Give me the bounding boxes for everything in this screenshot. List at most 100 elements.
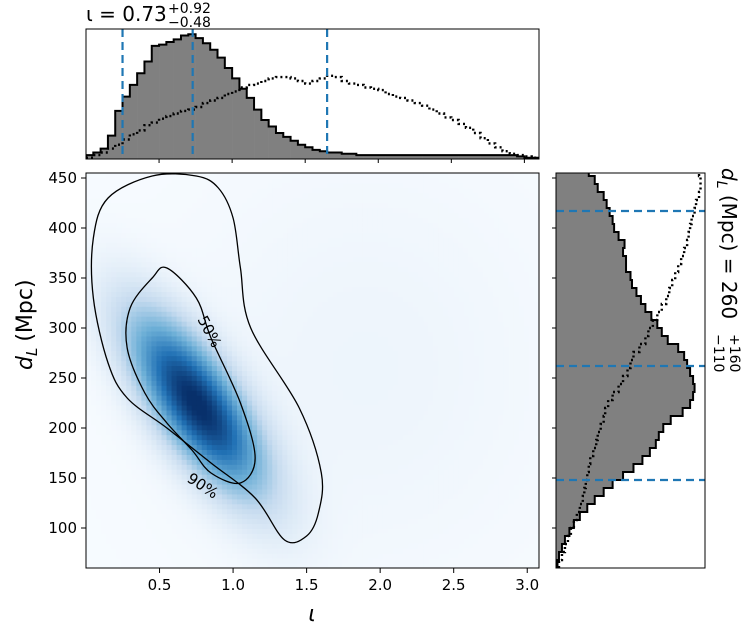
heat-cell: [146, 444, 152, 450]
heat-cell: [247, 513, 253, 520]
heat-cell: [171, 365, 178, 371]
heat-cell: [513, 553, 520, 559]
heat-cell: [186, 543, 193, 549]
heat-cell: [91, 405, 97, 411]
heat-cell: [277, 533, 283, 539]
heat-cell: [448, 385, 454, 391]
heat-cell: [156, 558, 162, 564]
heat-cell: [463, 424, 470, 431]
heat-cell: [151, 355, 157, 362]
heat-cell: [126, 479, 132, 485]
heat-cell: [317, 410, 324, 416]
heat-cell: [408, 311, 414, 317]
heat-cell: [156, 563, 162, 568]
heat-cell: [327, 316, 334, 322]
heat-cell: [473, 370, 480, 376]
heat-cell: [186, 424, 193, 431]
heat-cell: [533, 479, 539, 485]
heat-cell: [347, 306, 354, 312]
heat-cell: [312, 345, 319, 352]
heat-cell: [156, 489, 162, 495]
heat-cell: [528, 484, 535, 490]
heat-cell: [453, 311, 459, 317]
heat-cell: [247, 558, 253, 564]
heat-cell: [272, 439, 278, 446]
heat-cell: [327, 518, 334, 525]
heat-cell: [523, 474, 530, 480]
heat-cell: [282, 523, 288, 529]
heat-cell: [151, 375, 157, 381]
heat-cell: [322, 365, 329, 371]
heat-cell: [196, 498, 203, 505]
heat-cell: [267, 355, 273, 362]
heat-cell: [302, 296, 308, 302]
heat-cell: [282, 553, 288, 559]
heat-cell: [171, 326, 178, 332]
heat-cell: [448, 400, 454, 406]
heat-cell: [116, 528, 122, 534]
heat-cell: [247, 410, 253, 416]
heat-cell: [393, 444, 399, 450]
heat-cell: [307, 454, 313, 460]
heat-cell: [423, 528, 429, 534]
heat-cell: [101, 424, 107, 431]
heat-cell: [156, 513, 162, 520]
heat-cell: [86, 410, 92, 416]
heat-cell: [408, 350, 414, 357]
heat-cell: [156, 350, 162, 357]
heat-cell: [322, 498, 329, 505]
heat-cell: [433, 321, 439, 327]
heat-cell: [307, 434, 313, 441]
heat-cell: [317, 459, 324, 465]
heat-cell: [463, 503, 470, 510]
heat-cell: [468, 385, 475, 391]
heat-cell: [136, 375, 142, 381]
heat-cell: [116, 429, 122, 436]
heat-cell: [498, 414, 505, 421]
heat-cell: [257, 306, 263, 312]
heat-cell: [247, 360, 253, 367]
top-bar: [261, 120, 269, 159]
heat-cell: [86, 331, 92, 337]
heat-cell: [433, 311, 439, 317]
heat-cell: [357, 538, 364, 544]
heat-cell: [453, 444, 459, 450]
heat-cell: [86, 370, 92, 376]
heat-cell: [523, 350, 530, 357]
heat-cell: [186, 493, 193, 500]
heat-cell: [428, 503, 434, 510]
heat-cell: [322, 301, 329, 307]
heat-cell: [292, 513, 298, 520]
heat-cell: [513, 414, 520, 421]
heat-cell: [418, 503, 424, 510]
heat-cell: [91, 489, 97, 495]
heat-cell: [332, 429, 339, 436]
heat-cell: [483, 553, 490, 559]
heat-cell: [287, 306, 293, 312]
heat-cell: [161, 513, 168, 520]
heat-cell: [418, 464, 424, 470]
heat-cell: [277, 508, 283, 515]
heat-cell: [121, 498, 127, 505]
heat-cell: [272, 306, 278, 312]
heat-cell: [513, 528, 520, 534]
heat-cell: [196, 464, 203, 470]
heat-cell: [191, 331, 198, 337]
heat-cell: [181, 301, 188, 307]
heat-cell: [533, 513, 539, 520]
heat-cell: [116, 331, 122, 337]
heat-cell: [463, 464, 470, 470]
heat-cell: [221, 479, 228, 485]
heat-cell: [393, 429, 399, 436]
heat-cell: [327, 424, 334, 431]
heat-cell: [493, 414, 500, 421]
heat-cell: [357, 518, 364, 525]
heat-cell: [262, 345, 268, 352]
heat-cell: [211, 444, 218, 450]
heat-cell: [91, 563, 97, 568]
heat-cell: [443, 469, 449, 475]
heat-cell: [377, 489, 384, 495]
heat-cell: [216, 533, 223, 539]
heat-cell: [206, 429, 213, 436]
heat-cell: [211, 419, 218, 426]
